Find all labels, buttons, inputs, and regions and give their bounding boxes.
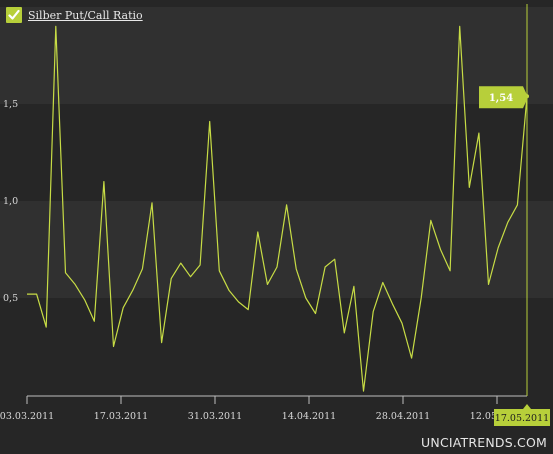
y-tick-label: 1,5 [3, 99, 18, 110]
chart-markers: 1,54 17.05.2011 [479, 4, 550, 426]
legend-toggle[interactable]: Silber Put/Call Ratio [6, 6, 143, 24]
value-flag [479, 86, 528, 109]
x-tick-label: 17.03.2011 [94, 411, 148, 422]
x-axis: 03.03.2011 17.03.2011 31.03.2011 14.04.2011… [0, 395, 527, 422]
chart-series [27, 25, 528, 392]
watermark: UNCIATRENDS.COM [421, 435, 547, 450]
legend-label: Silber Put/Call Ratio [28, 8, 143, 22]
grid-band [0, 201, 553, 298]
y-axis-ticks: 0,5 1,0 1,5 [3, 99, 18, 304]
date-flag-pointer [523, 404, 531, 409]
x-tick-label: 28.04.2011 [376, 411, 430, 422]
series-line [27, 25, 528, 392]
date-flag-label: 17.05.2011 [495, 413, 549, 424]
value-flag-label: 1,54 [489, 93, 513, 104]
grid-band [0, 7, 553, 104]
check-icon [6, 7, 22, 23]
x-tick-label: 03.03.2011 [0, 411, 54, 422]
chart-grid-bands [0, 7, 553, 298]
y-tick-label: 1,0 [3, 196, 18, 207]
date-flag [494, 409, 550, 426]
x-tick-label: 14.04.2011 [282, 411, 336, 422]
y-tick-label: 0,5 [3, 293, 18, 304]
x-tick-label: 31.03.2011 [188, 411, 242, 422]
